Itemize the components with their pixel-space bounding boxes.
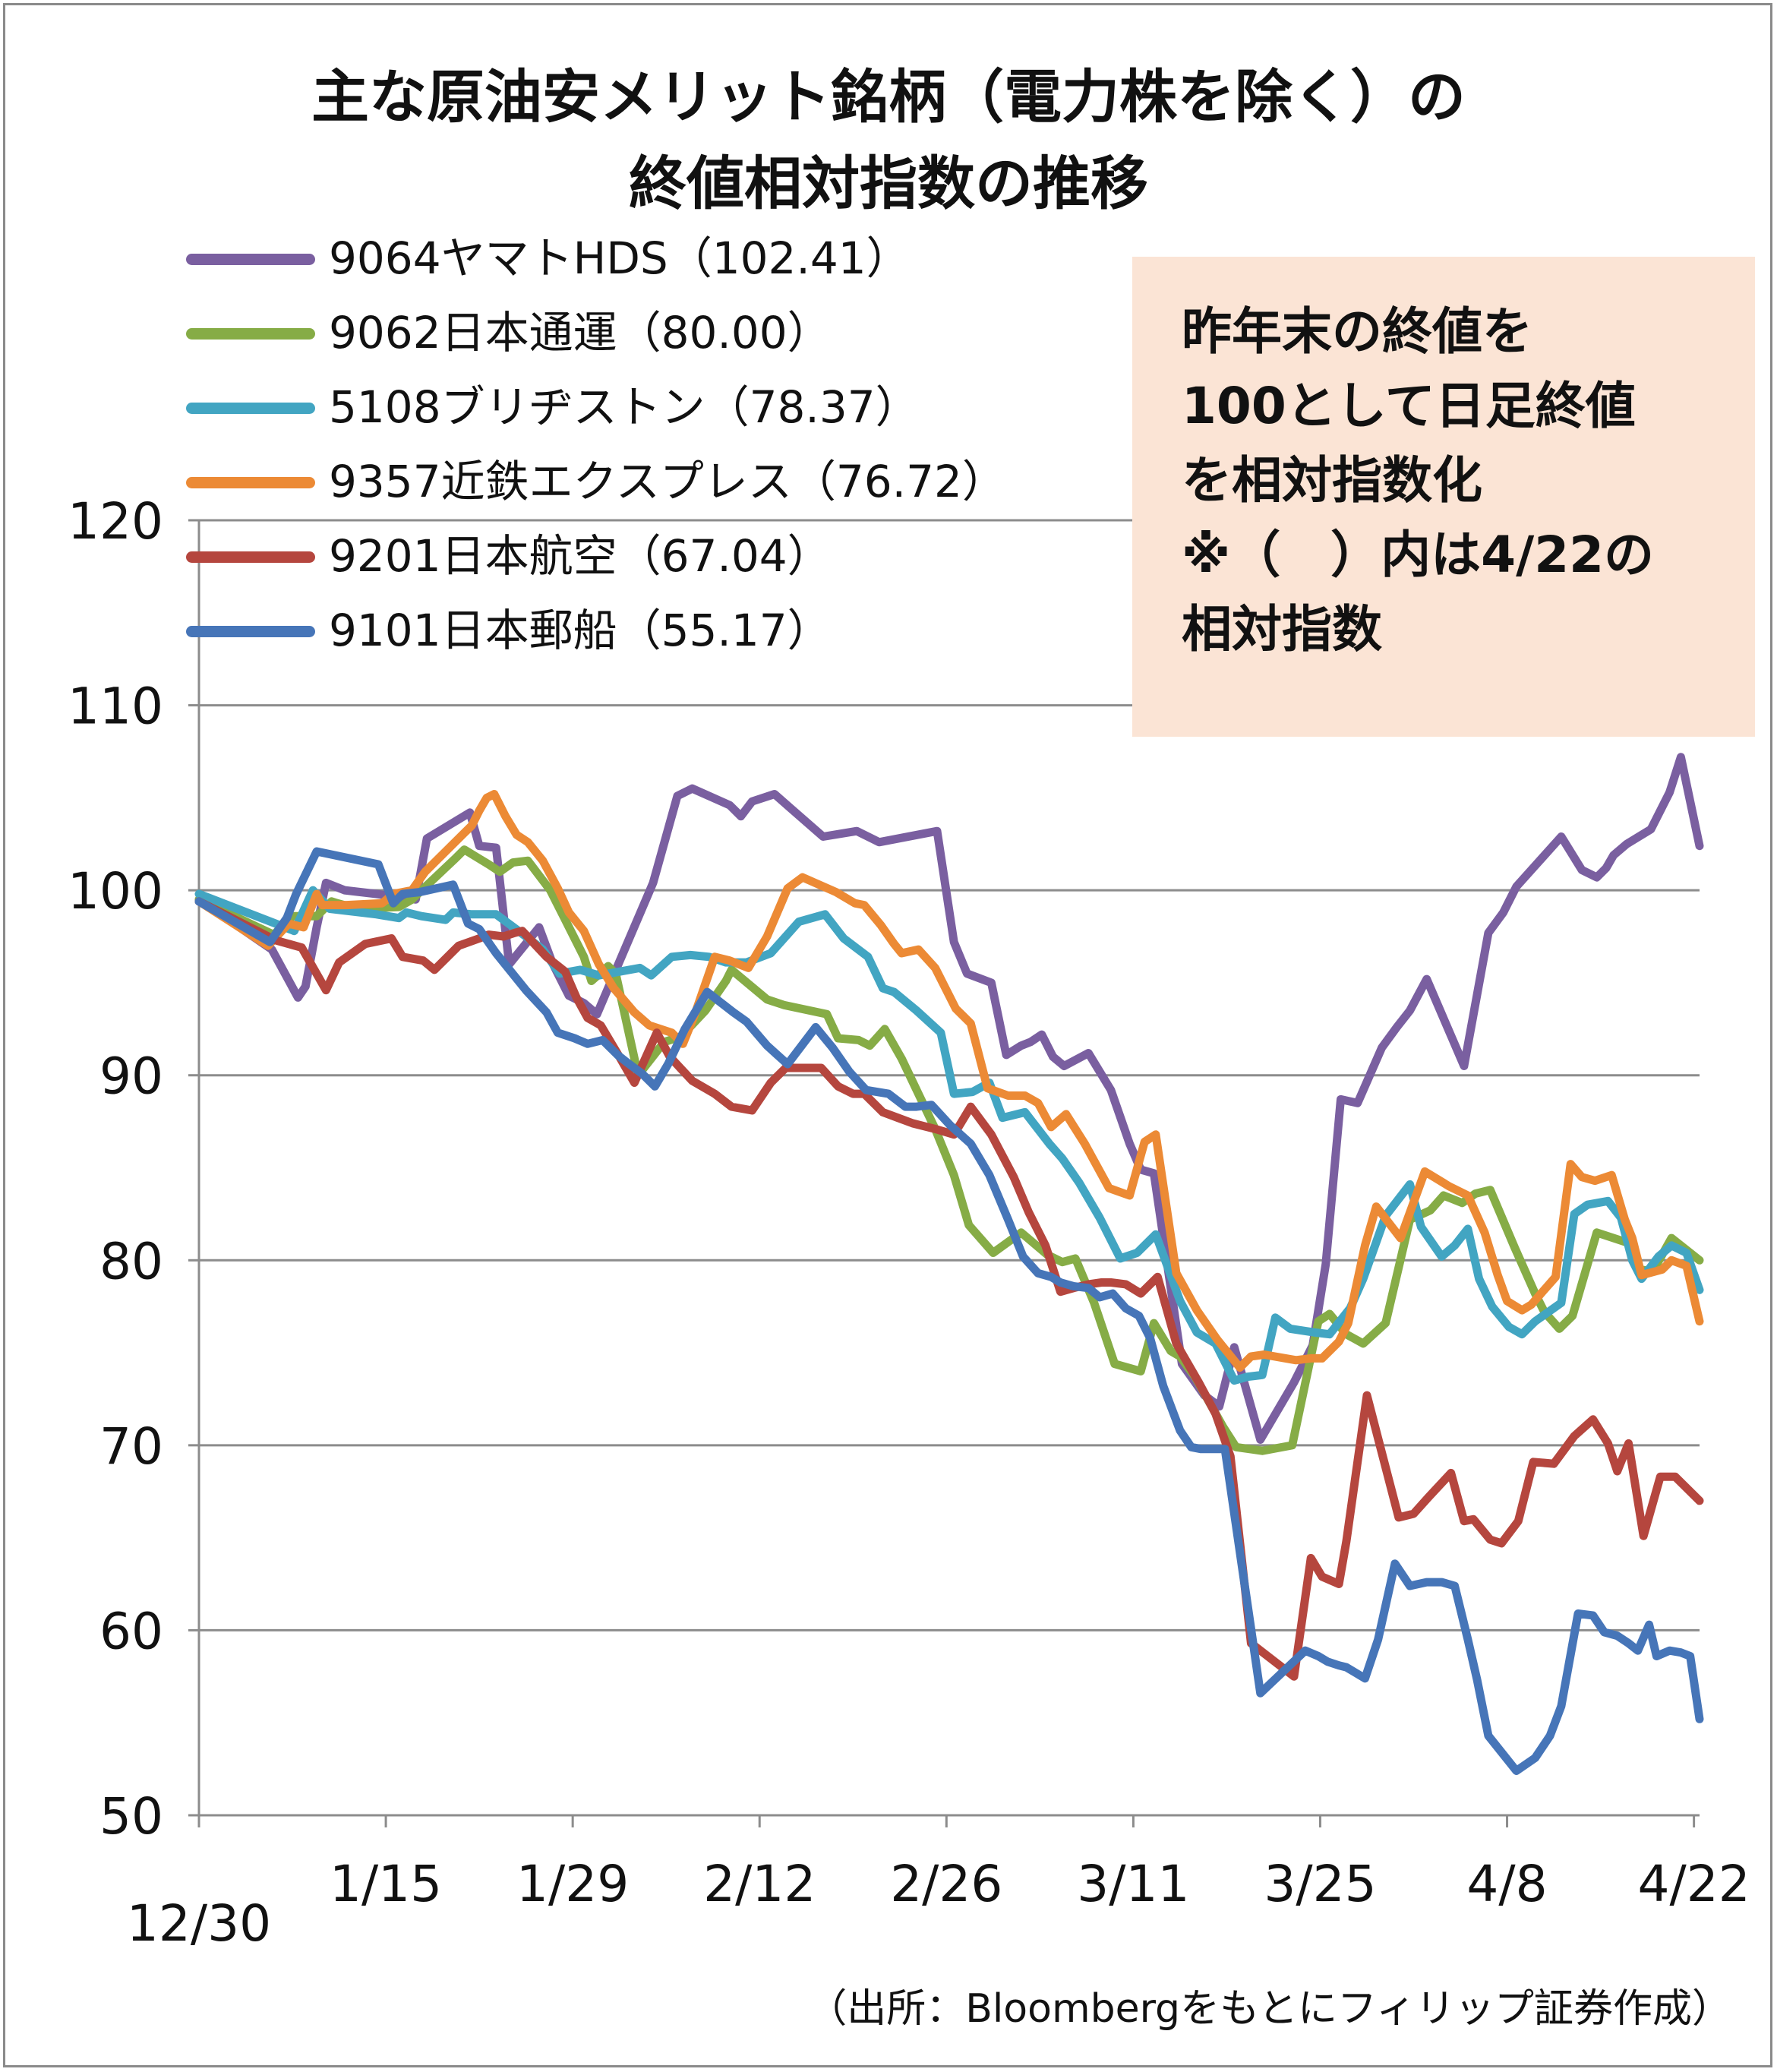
note-line-5: 相対指数 — [1182, 600, 1382, 659]
series-line-3 — [194, 790, 1704, 1372]
series-line-4 — [194, 897, 1704, 1681]
note-line-1: 昨年末の終値を — [1182, 302, 1532, 361]
legend-swatch-4 — [186, 551, 315, 563]
legend-swatch-1 — [186, 328, 315, 340]
axes — [188, 519, 1700, 1827]
series-lines — [194, 753, 1704, 1775]
y-tick-label-70: 70 — [99, 1417, 163, 1476]
legend-label-0: 9064ヤマトHDS（102.41） — [329, 232, 911, 284]
legend-label-2: 5108ブリヂストン（78.37） — [329, 381, 920, 433]
note-line-4: ※（ ）内は4/22の — [1182, 526, 1655, 584]
legend-swatch-3 — [186, 477, 315, 488]
series-line-5 — [194, 847, 1704, 1775]
series-line-1 — [194, 845, 1704, 1455]
x-tick-label-2: 1/29 — [516, 1855, 629, 1913]
legend-label-5: 9101日本郵船（55.17） — [329, 605, 832, 656]
y-tick-label-120: 120 — [68, 492, 163, 551]
x-tick-label-8: 4/22 — [1638, 1855, 1750, 1913]
legend-label-4: 9201日本航空（67.04） — [329, 530, 832, 582]
y-tick-label-60: 60 — [99, 1602, 163, 1660]
note-line-3: を相対指数化 — [1182, 451, 1482, 510]
chart-title-line-1: 主な原油安メリット銘柄（電力株を除く）の — [311, 63, 1466, 131]
legend-label-3: 9357近鉄エクスプレス（76.72） — [329, 456, 1006, 507]
x-tick-label-7: 4/8 — [1466, 1855, 1547, 1913]
y-tick-label-100: 100 — [68, 862, 163, 921]
legend-swatch-0 — [186, 254, 315, 265]
series-line-0 — [194, 753, 1704, 1444]
legend-label-1: 9062日本通運（80.00） — [329, 307, 832, 358]
y-tick-label-50: 50 — [99, 1787, 163, 1846]
x-tick-label-4: 2/26 — [890, 1855, 1002, 1913]
y-tick-label-80: 80 — [99, 1232, 163, 1290]
x-tick-label-0: 12/30 — [127, 1894, 271, 1953]
y-tick-labels: 50 60 70 80 90 100 110 120 — [68, 492, 163, 1846]
x-tick-label-1: 1/15 — [330, 1855, 442, 1913]
y-tick-label-90: 90 — [99, 1047, 163, 1106]
note-box: 昨年末の終値を 100として日足終値 を相対指数化 ※（ ）内は4/22の 相対… — [1132, 257, 1755, 737]
note-line-2: 100として日足終値 — [1182, 377, 1636, 435]
chart-title-line-2: 終値相対指数の推移 — [629, 150, 1148, 217]
x-tick-label-5: 3/11 — [1077, 1855, 1189, 1913]
source-note: （出所：Bloombergをもとにフィリップ証券作成） — [807, 1986, 1731, 2032]
y-tick-label-110: 110 — [68, 678, 163, 736]
x-tick-label-6: 3/25 — [1264, 1855, 1376, 1913]
x-tick-label-3: 2/12 — [703, 1855, 816, 1913]
x-tick-labels: 12/30 1/15 1/29 2/12 2/26 3/11 3/25 4/8 4/22 — [127, 1855, 1750, 1953]
legend-swatch-5 — [186, 626, 315, 637]
legend-swatch-2 — [186, 403, 315, 414]
